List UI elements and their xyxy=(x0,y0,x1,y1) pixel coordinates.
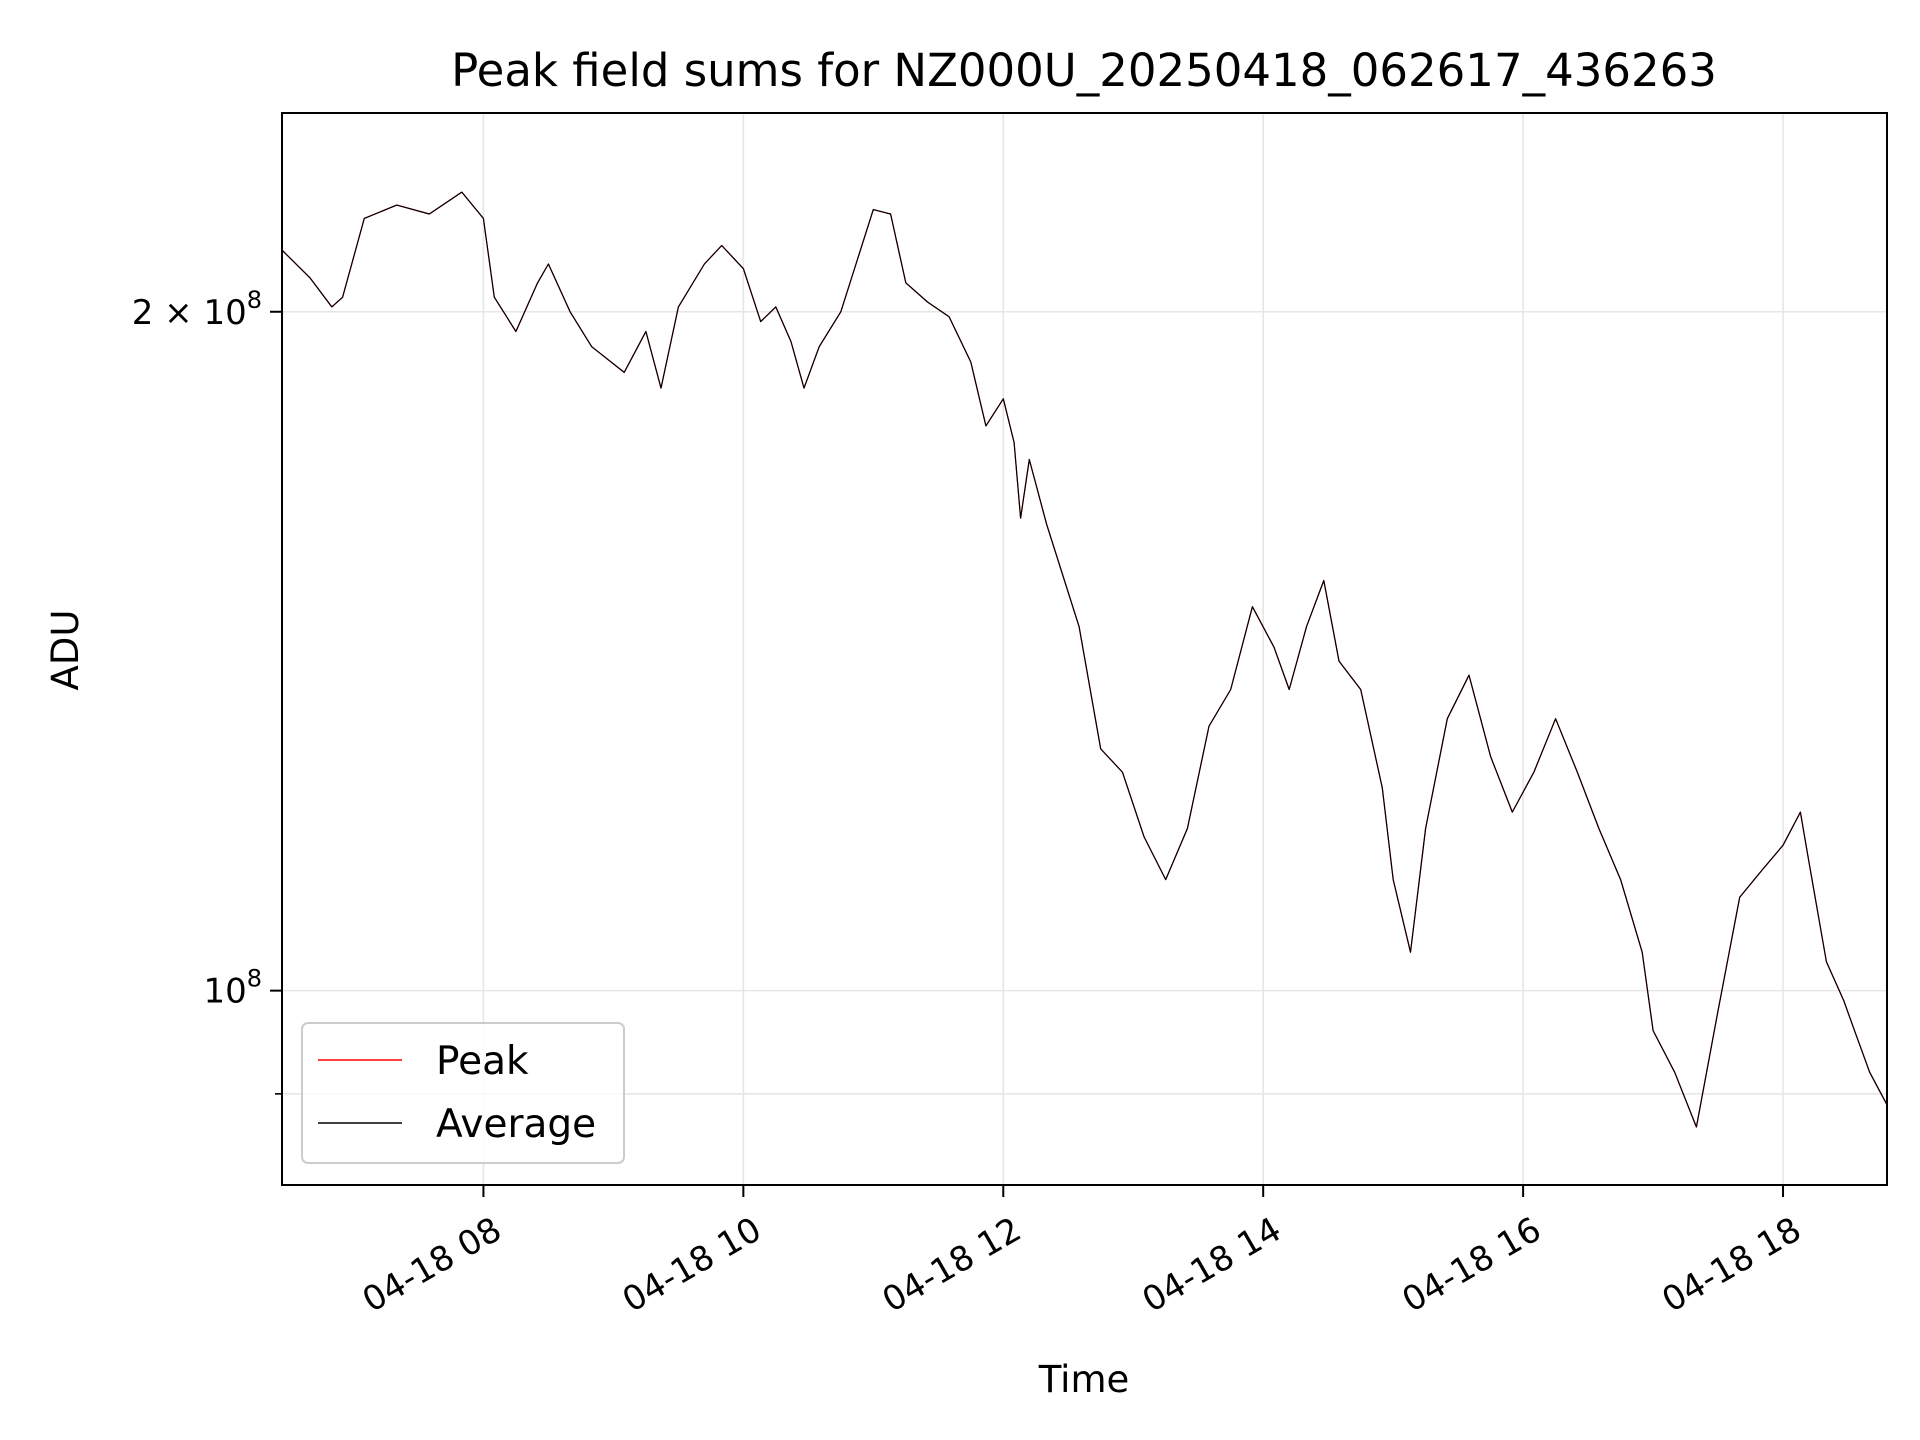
y-tick-label: 2 × 108 xyxy=(132,286,262,333)
y-axis-label: ADU xyxy=(44,610,87,691)
series-layer xyxy=(282,191,1887,1128)
legend-label-peak: Peak xyxy=(436,1039,529,1084)
y-tick-coefficient: 2 × xyxy=(132,293,204,333)
legend-box xyxy=(301,1022,625,1164)
y-tick-base: 10 xyxy=(203,972,246,1012)
legend: Peak Average xyxy=(301,1022,625,1164)
y-tick-base: 10 xyxy=(203,293,246,333)
legend-label-average: Average xyxy=(436,1102,596,1147)
y-tick-exponent: 8 xyxy=(247,286,262,314)
y-tick-label: 108 xyxy=(203,965,262,1012)
series-line-average xyxy=(282,191,1887,1128)
x-axis-label: Time xyxy=(1038,1358,1130,1401)
plot-frame xyxy=(281,112,1888,1186)
chart-title: Peak field sums for NZ000U_20250418_0626… xyxy=(451,44,1717,97)
grid xyxy=(282,113,1887,1185)
y-tick-exponent: 8 xyxy=(247,965,262,993)
